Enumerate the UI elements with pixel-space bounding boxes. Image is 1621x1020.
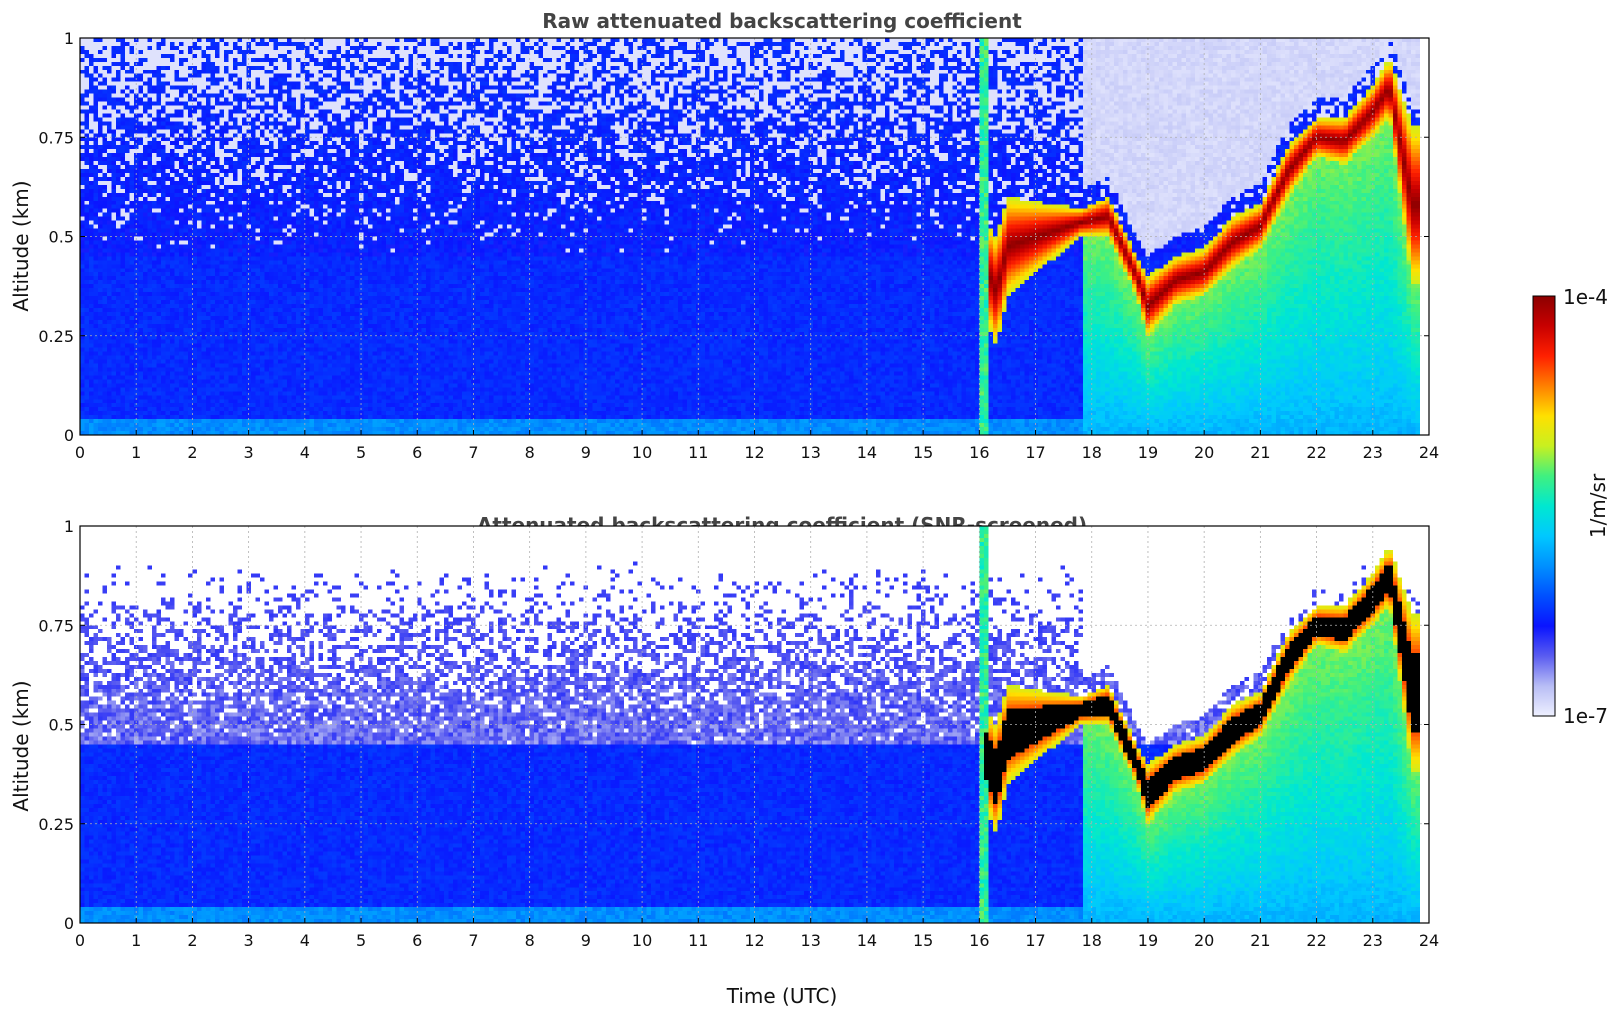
y-tick-label: 1 xyxy=(64,29,74,48)
y-tick-label: 0.5 xyxy=(49,716,74,735)
colorbar-unit-label: 1/m/sr xyxy=(1586,473,1610,538)
y-tick-label: 0 xyxy=(64,914,74,933)
y-tick-label: 0.5 xyxy=(49,228,74,247)
x-tick-label: 22 xyxy=(1306,443,1326,462)
x-tick-label: 7 xyxy=(468,443,478,462)
x-tick-label: 13 xyxy=(801,443,821,462)
x-tick-label: 5 xyxy=(356,931,366,950)
x-tick-label: 14 xyxy=(857,443,877,462)
x-tick-label: 0 xyxy=(75,443,85,462)
screened-backscatter-panel: Attenuated backscattering coefficient (S… xyxy=(9,513,1439,950)
x-tick-label: 12 xyxy=(744,443,764,462)
x-tick-label: 3 xyxy=(244,443,254,462)
x-tick-label: 11 xyxy=(688,931,708,950)
x-tick-label: 21 xyxy=(1250,443,1270,462)
x-tick-label: 4 xyxy=(300,931,310,950)
x-tick-label: 7 xyxy=(468,931,478,950)
x-tick-label: 8 xyxy=(525,443,535,462)
x-tick-label: 2 xyxy=(187,931,197,950)
x-tick-label: 6 xyxy=(412,931,422,950)
x-tick-label: 11 xyxy=(688,443,708,462)
colorbar-gradient xyxy=(1532,295,1556,717)
y-axis-label: Altitude (km) xyxy=(9,680,33,811)
x-tick-label: 20 xyxy=(1194,931,1214,950)
x-tick-label: 2 xyxy=(187,443,197,462)
x-tick-label: 9 xyxy=(581,931,591,950)
x-tick-label: 18 xyxy=(1082,931,1102,950)
x-tick-label: 14 xyxy=(857,931,877,950)
x-tick-label: 20 xyxy=(1194,443,1214,462)
x-tick-label: 19 xyxy=(1138,443,1158,462)
x-tick-label: 13 xyxy=(801,931,821,950)
y-tick-label: 0.75 xyxy=(38,128,74,147)
x-tick-label: 3 xyxy=(244,931,254,950)
x-tick-label: 19 xyxy=(1138,931,1158,950)
panel-title: Raw attenuated backscattering coefficien… xyxy=(542,9,1022,33)
x-tick-label: 5 xyxy=(356,443,366,462)
y-tick-label: 0.25 xyxy=(38,815,74,834)
heatmap-area xyxy=(79,37,1430,436)
x-tick-label: 6 xyxy=(412,443,422,462)
x-tick-label: 24 xyxy=(1419,931,1439,950)
x-tick-label: 22 xyxy=(1306,931,1326,950)
x-tick-label: 24 xyxy=(1419,443,1439,462)
x-tick-label: 9 xyxy=(581,443,591,462)
x-tick-label: 1 xyxy=(131,443,141,462)
colorbar-max-label: 1e-4 xyxy=(1563,285,1608,309)
x-tick-label: 23 xyxy=(1363,931,1383,950)
y-tick-label: 0 xyxy=(64,426,74,445)
x-tick-label: 21 xyxy=(1250,931,1270,950)
x-tick-label: 8 xyxy=(525,931,535,950)
heatmap-area xyxy=(79,525,1430,924)
y-tick-label: 1 xyxy=(64,517,74,536)
x-tick-label: 15 xyxy=(913,931,933,950)
x-tick-label: 4 xyxy=(300,443,310,462)
y-axis-label: Altitude (km) xyxy=(9,180,33,311)
colorbar: 1e-4 1e-7 1/m/sr xyxy=(1532,285,1610,728)
x-tick-label: 12 xyxy=(744,931,764,950)
x-tick-label: 10 xyxy=(632,931,652,950)
x-tick-label: 16 xyxy=(969,931,989,950)
x-tick-label: 1 xyxy=(131,931,141,950)
x-tick-label: 16 xyxy=(969,443,989,462)
x-tick-label: 18 xyxy=(1082,443,1102,462)
y-tick-label: 0.25 xyxy=(38,327,74,346)
raw-backscatter-panel: Raw attenuated backscattering coefficien… xyxy=(9,9,1439,462)
x-tick-label: 0 xyxy=(75,931,85,950)
x-axis-label: Time (UTC) xyxy=(726,984,838,1008)
x-tick-label: 10 xyxy=(632,443,652,462)
x-tick-label: 15 xyxy=(913,443,933,462)
x-tick-label: 17 xyxy=(1025,443,1045,462)
x-tick-label: 23 xyxy=(1363,443,1383,462)
y-tick-label: 0.75 xyxy=(38,616,74,635)
x-tick-label: 17 xyxy=(1025,931,1045,950)
colorbar-min-label: 1e-7 xyxy=(1563,704,1608,728)
